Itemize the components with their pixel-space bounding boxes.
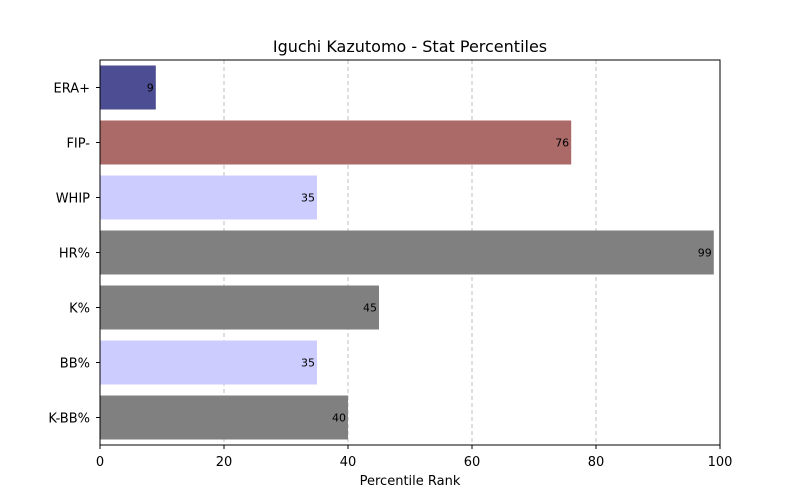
bar-value-label: 40 [332, 412, 346, 425]
x-tick-label: 0 [96, 455, 104, 470]
x-tick-label: 40 [340, 455, 357, 470]
bars [100, 65, 714, 440]
x-tick-label: 60 [464, 455, 481, 470]
bar-fip- [100, 120, 572, 165]
x-axis-label: Percentile Rank [360, 474, 461, 489]
x-tick-label: 20 [216, 455, 233, 470]
bar-k-bb- [100, 395, 348, 440]
y-tick-label: K-BB% [48, 412, 90, 427]
bar-value-label: 35 [301, 192, 315, 205]
y-tick-label: WHIP [56, 192, 90, 207]
bar-value-label: 76 [555, 137, 569, 150]
bar-whip [100, 175, 317, 220]
x-tick-label: 80 [588, 455, 605, 470]
bar-bb- [100, 340, 317, 385]
y-tick-label: FIP- [66, 137, 90, 152]
bar-era- [100, 65, 156, 110]
chart-title: Iguchi Kazutomo - Stat Percentiles [273, 37, 547, 56]
bar-value-label: 9 [147, 82, 154, 95]
y-tick-label: K% [69, 302, 90, 317]
bar-hr- [100, 230, 714, 275]
bar-value-label: 35 [301, 357, 315, 370]
y-axis: ERA+ FIP- WHIP HR% K% BB% K-BB% [48, 82, 100, 427]
x-tick-label: 100 [708, 455, 733, 470]
y-tick-label: HR% [59, 247, 90, 262]
bar-k- [100, 285, 379, 330]
y-tick-label: ERA+ [53, 82, 90, 97]
bar-value-label: 45 [363, 302, 377, 315]
bar-value-label: 99 [698, 247, 712, 260]
y-tick-label: BB% [60, 357, 90, 372]
x-axis: 0 20 40 60 80 100 [96, 445, 733, 470]
value-labels: 9 76 35 99 45 35 40 [147, 82, 712, 425]
